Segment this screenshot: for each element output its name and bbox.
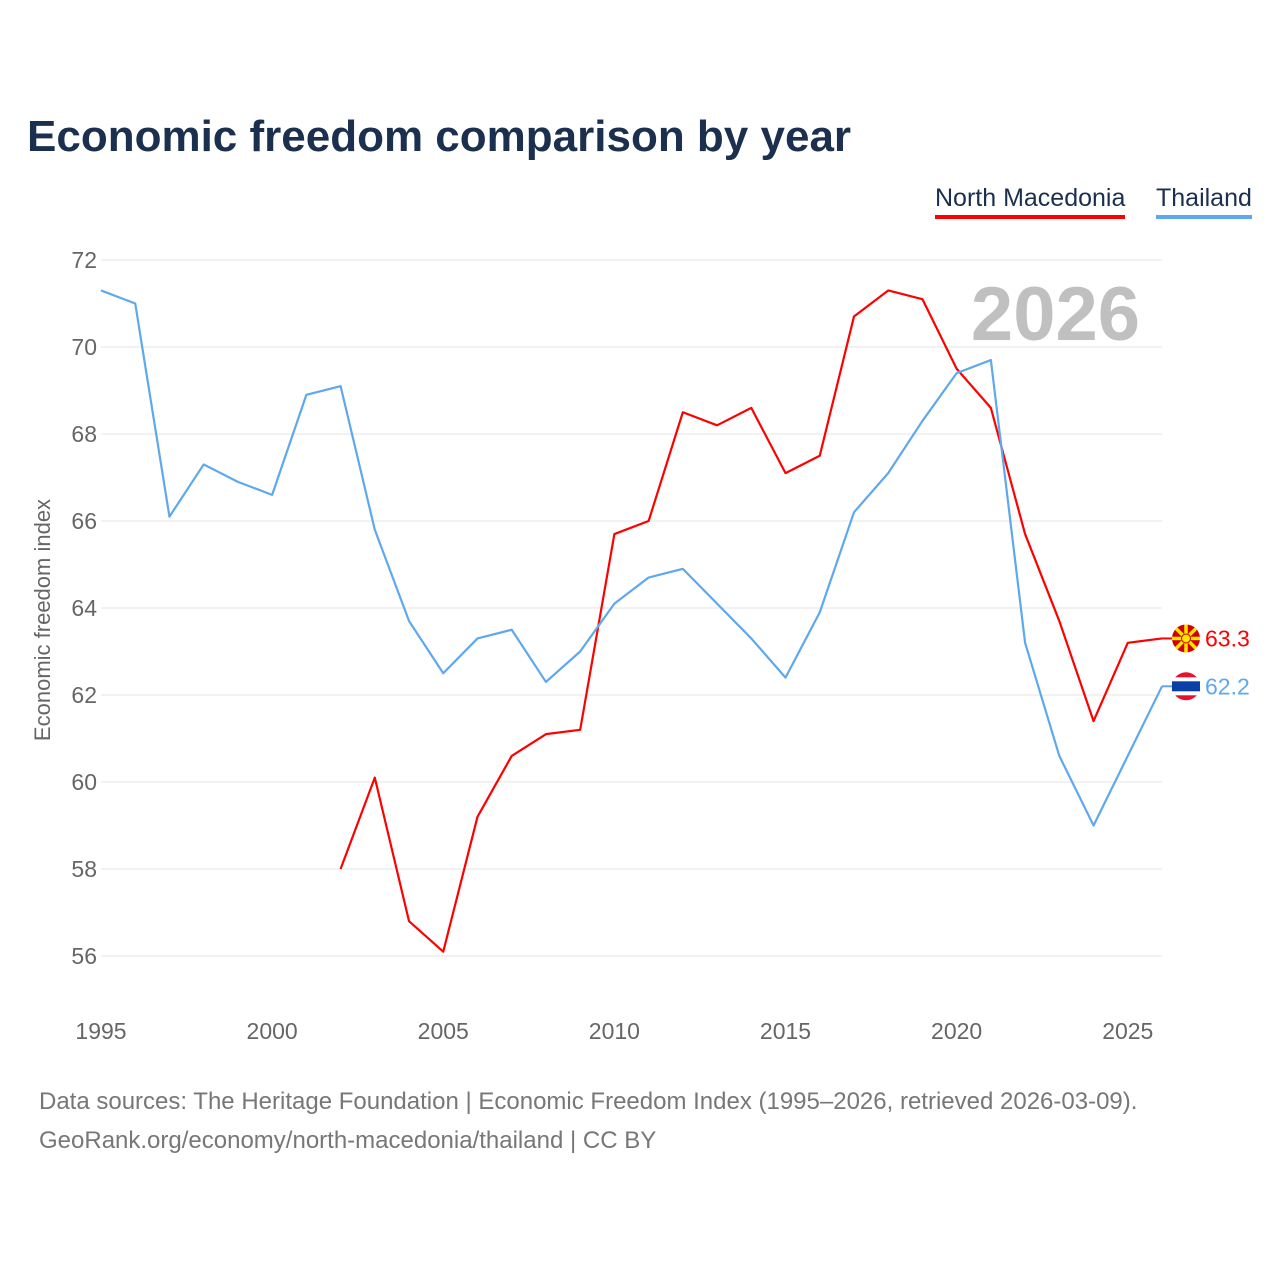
series-line-north-macedonia [339,289,1163,953]
y-tick-label: 64 [71,595,97,621]
legend-thailand[interactable]: Thailand [1156,184,1252,219]
year-watermark: 2026 [971,272,1140,357]
x-tick-label: 2020 [931,1018,982,1044]
y-tick-label: 62 [71,682,97,708]
flag-stripe [1172,681,1200,692]
series-line-thailand [100,289,1163,827]
end-value-label: 63.3 [1205,625,1250,651]
y-tick-label: 72 [71,247,97,273]
y-tick-label: 56 [71,943,97,969]
x-tick-label: 2005 [418,1018,469,1044]
y-tick-label: 58 [71,856,97,882]
footer-link[interactable]: GeoRank.org/economy/north-macedonia/thai… [39,1127,657,1154]
legend-north-macedonia[interactable]: North Macedonia [935,184,1126,219]
x-tick-label: 2010 [589,1018,640,1044]
end-value-label: 62.2 [1205,673,1250,699]
x-tick-label: 2025 [1102,1018,1153,1044]
y-tick-label: 68 [71,421,97,447]
y-tick-label: 66 [71,508,97,534]
y-tick-label: 70 [71,334,97,360]
footer-sources: Data sources: The Heritage Foundation | … [39,1088,1138,1115]
page-title: Economic freedom comparison by year [27,112,852,161]
x-tick-label: 2000 [247,1018,298,1044]
x-tick-label: 1995 [75,1018,126,1044]
x-tick-label: 2015 [760,1018,811,1044]
flag-sun [1181,633,1191,644]
y-tick-label: 60 [71,769,97,795]
y-axis-label: Economic freedom index [30,499,55,741]
